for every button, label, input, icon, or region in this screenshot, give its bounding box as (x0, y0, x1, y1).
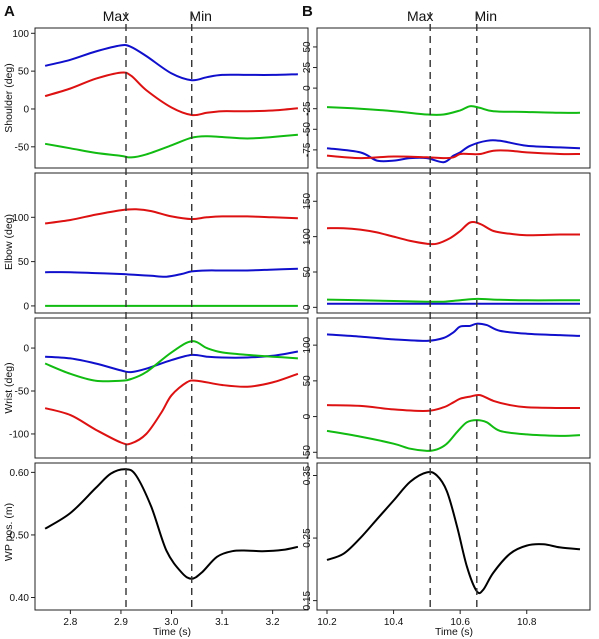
y-tick-label: -50 (302, 445, 313, 460)
y-tick-label: 100 (12, 29, 29, 40)
series-line-red (44, 208, 298, 225)
series-line-green (326, 419, 581, 452)
marker-lines (125, 12, 478, 610)
y-tick-label: 0.15 (302, 590, 313, 610)
y-tick-label: 0.50 (10, 530, 30, 541)
y-tick-label: 100 (302, 336, 313, 353)
min-label-b: Min (475, 8, 498, 24)
plot-frame (34, 317, 309, 459)
subplot-b-0: -75 -50 -25 0 25 50 (302, 27, 591, 169)
max-label-b: Max (407, 8, 433, 24)
subplot-b-1: 0 50 100 150 (302, 172, 591, 314)
series-line-red (44, 372, 299, 446)
subplot-a-3: 0.40 0.50 0.60 2.8 2.9 3.0 3.1 3.2 (10, 462, 309, 628)
series-line-green (44, 133, 298, 159)
series-line-blue (326, 322, 581, 342)
series-line-blue (45, 267, 298, 278)
x-tick-label: 2.9 (114, 617, 128, 628)
y-tick-label: 0 (23, 104, 29, 115)
x-tick-label: 2.8 (63, 617, 77, 628)
y-tick-label: 150 (302, 193, 313, 210)
series-line-red (326, 149, 581, 160)
y-tick-label: 50 (302, 375, 313, 387)
series-line-green (44, 340, 298, 383)
max-label-a: Max (103, 8, 129, 24)
y-tick-label: 50 (302, 266, 313, 278)
x-tick-label: 3.1 (215, 617, 229, 628)
y-tick-label: 25 (302, 62, 313, 74)
plot-frame (34, 27, 309, 169)
series-line-black (326, 470, 581, 595)
plot-frame (34, 462, 309, 611)
subplot-a-0: -50 0 50 100 (12, 27, 309, 169)
y-tick-label: 0.60 (10, 468, 30, 479)
y-tick-label: 50 (302, 41, 313, 53)
y-tick-label: -50 (15, 142, 30, 153)
panel-label-b: B (302, 3, 313, 20)
plot-frame (316, 462, 591, 611)
x-axis-label-a: Time (s) (153, 626, 191, 638)
series-line-blue (45, 350, 299, 374)
plot-frame (316, 172, 591, 314)
series-line-black (44, 468, 299, 580)
plot-frame (34, 172, 309, 314)
series-line-red (326, 221, 581, 246)
x-tick-label: 10.2 (317, 617, 337, 628)
x-tick-label: 3.2 (266, 617, 280, 628)
y-tick-label: -50 (15, 387, 30, 398)
series-line-blue (326, 139, 581, 164)
y-axis-label-wp-pos: WP pos. (m) (3, 503, 15, 561)
y-tick-label: 0 (302, 85, 313, 91)
y-tick-label: 0.25 (302, 528, 313, 548)
y-tick-label: 0.40 (10, 593, 30, 604)
series-line-red (44, 71, 298, 117)
y-tick-label: 0 (23, 301, 29, 312)
plot-frame (316, 317, 591, 459)
y-tick-label: 0 (23, 344, 29, 355)
x-axis-label-b: Time (s) (435, 626, 473, 638)
series-line-red (326, 393, 581, 412)
y-tick-label: 50 (18, 257, 30, 268)
x-tick-label: 3.0 (165, 617, 179, 628)
plot-area: -50 0 50 100 0 50 100 -100 -50 0 0.40 0.50 0.60 2.8 2.… (9, 27, 591, 628)
y-tick-label: -25 (302, 101, 313, 116)
panel-label-a: A (4, 3, 15, 20)
y-tick-label: 0 (302, 413, 313, 419)
min-label-a: Min (189, 8, 212, 24)
y-tick-label: -75 (302, 142, 313, 157)
series-line-green (326, 105, 581, 116)
y-tick-label: 50 (18, 67, 30, 78)
y-axis-label-wrist: Wrist (deg) (3, 362, 15, 413)
series-line-green (326, 297, 580, 303)
x-tick-label: 10.8 (517, 617, 537, 628)
subplot-a-2: -100 -50 0 (9, 317, 309, 459)
y-tick-label: -50 (302, 122, 313, 137)
y-tick-label: 0.35 (302, 465, 313, 485)
subplot-b-3: 0.15 0.25 0.35 10.2 10.4 10.6 10.8 (302, 462, 591, 628)
y-axis-label-elbow: Elbow (deg) (3, 214, 15, 270)
y-tick-label: 100 (12, 213, 29, 224)
y-tick-label: 100 (302, 228, 313, 245)
subplot-b-2: -50 0 50 100 (302, 317, 591, 460)
subplot-a-1: 0 50 100 (12, 172, 309, 314)
y-axis-label-shoulder: Shoulder (deg) (3, 63, 15, 132)
x-tick-label: 10.4 (384, 617, 404, 628)
y-tick-label: -100 (9, 429, 29, 440)
y-tick-label: 0 (302, 304, 313, 310)
x-tick-label: 10.6 (450, 617, 470, 628)
plot-frame (316, 27, 591, 169)
series-line-blue (44, 44, 298, 82)
